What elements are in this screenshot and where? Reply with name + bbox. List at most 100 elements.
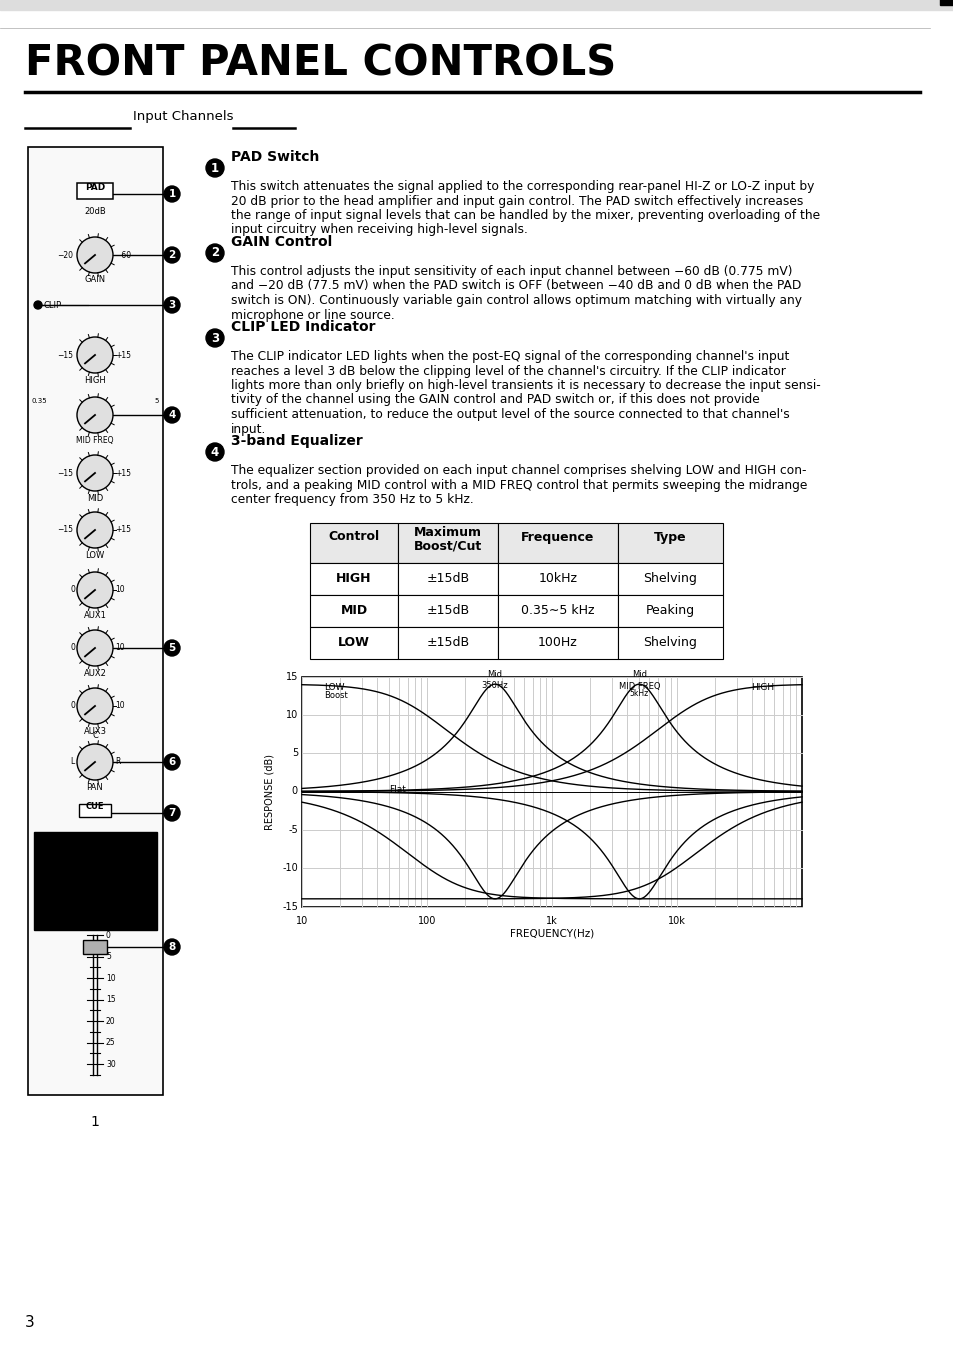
Text: 15: 15 bbox=[106, 996, 115, 1004]
Bar bbox=[79, 804, 111, 817]
Circle shape bbox=[77, 336, 112, 373]
Text: PAD Switch: PAD Switch bbox=[231, 150, 319, 163]
Text: trols, and a peaking MID control with a MID FREQ control that permits sweeping t: trols, and a peaking MID control with a … bbox=[231, 478, 806, 492]
Text: 0: 0 bbox=[71, 585, 75, 594]
Text: reaches a level 3 dB below the clipping level of the channel's circuitry. If the: reaches a level 3 dB below the clipping … bbox=[231, 365, 785, 377]
Bar bbox=[77, 182, 112, 199]
Text: LOW: LOW bbox=[85, 551, 105, 561]
Bar bbox=[618, 523, 722, 562]
Text: 3: 3 bbox=[168, 300, 175, 309]
Circle shape bbox=[77, 688, 112, 724]
Text: Flat: Flat bbox=[389, 785, 406, 794]
Bar bbox=[83, 940, 107, 954]
Text: 2: 2 bbox=[211, 246, 219, 259]
Text: C: C bbox=[92, 731, 98, 740]
Text: sufficient attenuation, to reduce the output level of the source connected to th: sufficient attenuation, to reduce the ou… bbox=[231, 408, 789, 422]
Text: MID: MID bbox=[340, 604, 367, 617]
Bar bbox=[497, 562, 618, 594]
Text: 3: 3 bbox=[25, 1315, 34, 1329]
Text: 4: 4 bbox=[168, 409, 175, 420]
Bar bbox=[397, 523, 497, 562]
Text: 1: 1 bbox=[91, 1115, 99, 1129]
Text: 1: 1 bbox=[168, 189, 175, 199]
Text: FRONT PANEL CONTROLS: FRONT PANEL CONTROLS bbox=[25, 43, 616, 85]
Text: AUX2: AUX2 bbox=[84, 669, 107, 678]
Text: −20: −20 bbox=[57, 250, 73, 259]
Text: GAIN: GAIN bbox=[85, 276, 106, 284]
Text: GAIN Control: GAIN Control bbox=[231, 235, 332, 249]
Text: AUX1: AUX1 bbox=[84, 611, 107, 620]
Text: −15: −15 bbox=[57, 526, 73, 535]
Text: +15: +15 bbox=[115, 526, 131, 535]
Circle shape bbox=[164, 297, 180, 313]
Bar bbox=[302, 677, 801, 907]
Text: L: L bbox=[71, 758, 75, 766]
Text: +15: +15 bbox=[115, 469, 131, 477]
Text: 25: 25 bbox=[106, 1038, 115, 1047]
Text: -10: -10 bbox=[282, 863, 297, 873]
Text: ±15dB: ±15dB bbox=[426, 571, 469, 585]
Text: Boost/Cut: Boost/Cut bbox=[414, 539, 481, 553]
Bar bbox=[28, 147, 163, 1096]
Text: PAN: PAN bbox=[87, 784, 103, 792]
Text: 5kHz: 5kHz bbox=[629, 689, 648, 697]
Text: Peaking: Peaking bbox=[645, 604, 695, 617]
Text: +15: +15 bbox=[115, 350, 131, 359]
Circle shape bbox=[77, 397, 112, 434]
Circle shape bbox=[164, 805, 180, 821]
Text: 10: 10 bbox=[286, 709, 297, 720]
Text: tivity of the channel using the GAIN control and PAD switch or, if this does not: tivity of the channel using the GAIN con… bbox=[231, 393, 759, 407]
Circle shape bbox=[77, 236, 112, 273]
Circle shape bbox=[164, 640, 180, 657]
Text: microphone or line source.: microphone or line source. bbox=[231, 308, 395, 322]
Text: 10: 10 bbox=[115, 643, 125, 653]
Circle shape bbox=[206, 245, 224, 262]
Text: 8: 8 bbox=[168, 942, 175, 952]
Text: Maximum: Maximum bbox=[414, 526, 481, 539]
Text: 1: 1 bbox=[211, 162, 219, 174]
Text: 5: 5 bbox=[292, 748, 297, 758]
Text: and −20 dB (77.5 mV) when the PAD switch is OFF (between −40 dB and 0 dB when th: and −20 dB (77.5 mV) when the PAD switch… bbox=[231, 280, 801, 293]
Text: 0.35∼5 kHz: 0.35∼5 kHz bbox=[520, 604, 594, 617]
Text: Boost: Boost bbox=[324, 690, 348, 700]
Text: 100Hz: 100Hz bbox=[537, 636, 578, 648]
Text: Mid: Mid bbox=[631, 670, 646, 680]
Text: R: R bbox=[115, 758, 120, 766]
Circle shape bbox=[77, 744, 112, 780]
Text: 5: 5 bbox=[154, 399, 159, 404]
Text: This control adjusts the input sensitivity of each input channel between −60 dB : This control adjusts the input sensitivi… bbox=[231, 265, 792, 278]
Text: 15: 15 bbox=[285, 671, 297, 681]
Text: 0.35: 0.35 bbox=[32, 399, 48, 404]
Bar bbox=[497, 627, 618, 658]
Text: MID FREQ: MID FREQ bbox=[76, 436, 113, 444]
Circle shape bbox=[77, 630, 112, 666]
Bar bbox=[618, 562, 722, 594]
Text: HIGH: HIGH bbox=[750, 682, 774, 692]
Text: 20dB: 20dB bbox=[84, 207, 106, 216]
Text: 6: 6 bbox=[168, 757, 175, 767]
Text: ±15dB: ±15dB bbox=[426, 636, 469, 648]
Text: 2: 2 bbox=[168, 250, 175, 259]
Text: 0: 0 bbox=[71, 701, 75, 711]
Text: HIGH: HIGH bbox=[335, 571, 372, 585]
Text: The CLIP indicator LED lights when the post-EQ signal of the corresponding chann: The CLIP indicator LED lights when the p… bbox=[231, 350, 788, 363]
Text: MID FREQ: MID FREQ bbox=[618, 681, 659, 690]
Circle shape bbox=[34, 301, 42, 309]
Text: -5: -5 bbox=[288, 825, 297, 835]
Text: 4: 4 bbox=[211, 446, 219, 458]
Circle shape bbox=[164, 407, 180, 423]
Text: switch is ON). Continuously variable gain control allows optimum matching with v: switch is ON). Continuously variable gai… bbox=[231, 295, 801, 307]
Text: 5: 5 bbox=[106, 952, 111, 961]
Text: Shelving: Shelving bbox=[643, 636, 697, 648]
Circle shape bbox=[77, 512, 112, 549]
Text: Control: Control bbox=[328, 531, 379, 543]
Circle shape bbox=[206, 159, 224, 177]
Text: −15: −15 bbox=[57, 350, 73, 359]
Text: 10: 10 bbox=[106, 974, 115, 982]
Bar bbox=[0, 0, 953, 9]
Text: CLIP: CLIP bbox=[44, 300, 62, 309]
Text: 0: 0 bbox=[71, 643, 75, 653]
Circle shape bbox=[77, 571, 112, 608]
Text: 10k: 10k bbox=[667, 916, 685, 927]
Text: LOW: LOW bbox=[337, 636, 370, 648]
